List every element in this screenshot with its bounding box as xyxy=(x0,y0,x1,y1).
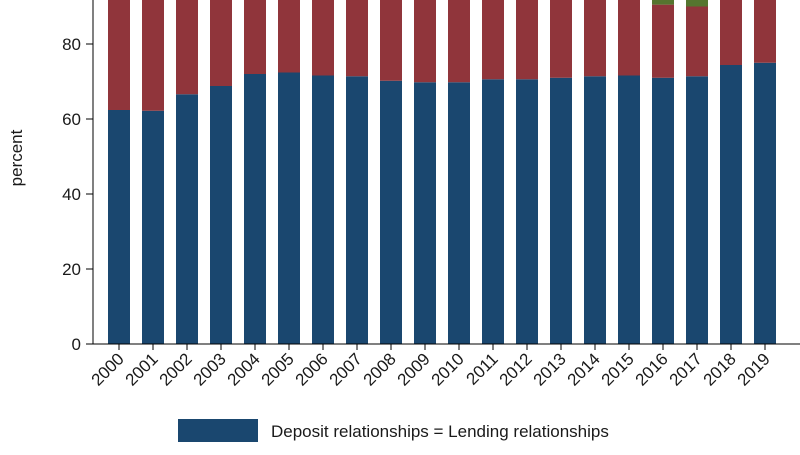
bar-segment-2002-series-1 xyxy=(176,0,198,95)
x-tick-label-2000: 2000 xyxy=(88,349,128,389)
y-axis-title: percent xyxy=(7,129,26,186)
legend: Deposit relationships = Lending relation… xyxy=(178,419,609,442)
bar-segment-2007-series-0 xyxy=(346,76,368,344)
bar-segment-2005-series-0 xyxy=(278,72,300,344)
x-tick-label-2017: 2017 xyxy=(666,349,706,389)
bar-segment-2017-series-2 xyxy=(686,0,708,7)
y-tick-label-40: 40 xyxy=(62,185,81,204)
bar-segment-2014-series-0 xyxy=(584,76,606,344)
bar-segment-2009-series-1 xyxy=(414,0,436,83)
x-tick-label-2016: 2016 xyxy=(632,349,672,389)
legend-swatch-deposit-equals-lending xyxy=(178,419,258,442)
bar-segment-2015-series-1 xyxy=(618,0,640,76)
x-tick-label-2001: 2001 xyxy=(122,349,162,389)
bar-segment-2007-series-1 xyxy=(346,0,368,77)
bar-segment-2001-series-0 xyxy=(142,110,164,344)
x-tick-label-2018: 2018 xyxy=(700,349,740,389)
bar-segment-2016-series-1 xyxy=(652,4,674,78)
x-tick-label-2012: 2012 xyxy=(496,349,536,389)
bar-segment-2001-series-1 xyxy=(142,0,164,111)
x-tick-label-2008: 2008 xyxy=(360,349,400,389)
x-tick-label-2011: 2011 xyxy=(463,349,502,388)
bar-segment-2006-series-1 xyxy=(312,0,334,76)
y-tick-label-0: 0 xyxy=(72,335,81,354)
bars-layer xyxy=(108,0,776,344)
bar-segment-2012-series-1 xyxy=(516,0,538,80)
x-tick-label-2002: 2002 xyxy=(156,349,196,389)
y-tick-label-20: 20 xyxy=(62,260,81,279)
bar-segment-2004-series-0 xyxy=(244,74,266,344)
bar-segment-2014-series-1 xyxy=(584,0,606,77)
bar-segment-2004-series-1 xyxy=(244,0,266,74)
x-tick-label-2019: 2019 xyxy=(734,349,774,389)
bar-segment-2008-series-0 xyxy=(380,80,402,344)
bar-segment-2010-series-0 xyxy=(448,82,470,344)
x-tick-label-2009: 2009 xyxy=(394,349,434,389)
bar-segment-2003-series-1 xyxy=(210,0,232,86)
x-tick-label-2006: 2006 xyxy=(292,349,332,389)
bar-segment-2000-series-1 xyxy=(108,0,130,110)
legend-label-deposit-equals-lending: Deposit relationships = Lending relation… xyxy=(271,422,609,441)
bar-segment-2017-series-1 xyxy=(686,6,708,77)
bar-segment-2009-series-0 xyxy=(414,82,436,344)
y-tick-label-60: 60 xyxy=(62,110,81,129)
x-tick-label-2013: 2013 xyxy=(530,349,570,389)
bar-segment-2005-series-1 xyxy=(278,0,300,73)
bar-segment-2019-series-0 xyxy=(754,62,776,344)
bar-segment-2018-series-1 xyxy=(720,0,742,65)
x-tick-label-2010: 2010 xyxy=(428,349,468,389)
bar-segment-2019-series-1 xyxy=(754,0,776,63)
bar-segment-2016-series-2 xyxy=(652,0,674,5)
bar-segment-2013-series-0 xyxy=(550,77,572,344)
bar-segment-2017-series-0 xyxy=(686,76,708,344)
x-tick-label-2007: 2007 xyxy=(326,349,366,389)
x-tick-label-2005: 2005 xyxy=(258,349,298,389)
bar-segment-2000-series-0 xyxy=(108,110,130,344)
bar-segment-2015-series-0 xyxy=(618,75,640,344)
bar-segment-2011-series-1 xyxy=(482,0,504,80)
x-tick-label-2015: 2015 xyxy=(598,349,638,389)
x-tick-label-2003: 2003 xyxy=(190,349,230,389)
bar-segment-2002-series-0 xyxy=(176,94,198,344)
x-tick-label-2004: 2004 xyxy=(224,349,264,389)
x-tick-label-2014: 2014 xyxy=(564,349,604,389)
bar-segment-2012-series-0 xyxy=(516,79,538,344)
bar-segment-2010-series-1 xyxy=(448,0,470,83)
y-tick-label-80: 80 xyxy=(62,35,81,54)
bar-segment-2003-series-0 xyxy=(210,86,232,344)
bar-segment-2006-series-0 xyxy=(312,75,334,344)
bar-segment-2013-series-1 xyxy=(550,0,572,78)
bar-segment-2018-series-0 xyxy=(720,65,742,344)
bar-segment-2008-series-1 xyxy=(380,0,402,81)
bar-segment-2016-series-0 xyxy=(652,77,674,344)
bar-segment-2011-series-0 xyxy=(482,79,504,344)
